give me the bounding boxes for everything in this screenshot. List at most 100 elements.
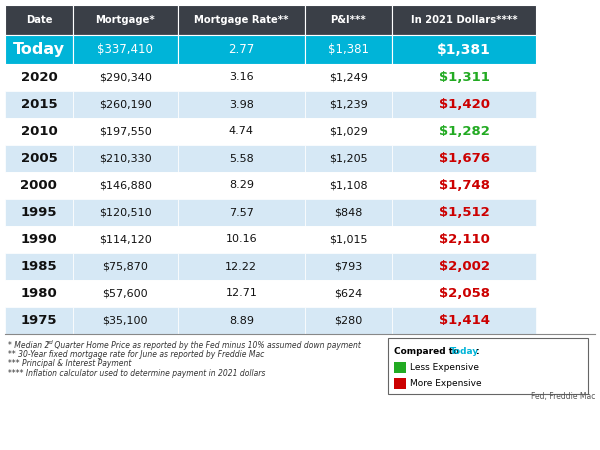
Text: 5.58: 5.58 <box>229 153 254 163</box>
Bar <box>5 280 73 307</box>
Text: $1,029: $1,029 <box>329 126 368 136</box>
Bar <box>5 35 73 64</box>
Bar <box>5 307 73 334</box>
Bar <box>178 253 305 280</box>
Bar <box>178 199 305 226</box>
Text: $1,015: $1,015 <box>329 234 368 244</box>
Bar <box>305 226 392 253</box>
Text: Fed, Freddie Mac: Fed, Freddie Mac <box>530 392 595 400</box>
Text: $260,190: $260,190 <box>99 99 152 109</box>
Bar <box>178 118 305 145</box>
Text: $35,100: $35,100 <box>103 315 148 325</box>
Bar <box>388 338 588 394</box>
Text: 12.71: 12.71 <box>226 288 257 298</box>
Text: 2015: 2015 <box>20 98 57 111</box>
Text: $1,414: $1,414 <box>439 314 490 327</box>
Text: $197,550: $197,550 <box>99 126 152 136</box>
Text: $1,205: $1,205 <box>329 153 368 163</box>
Text: Today: Today <box>450 346 479 356</box>
Bar <box>392 118 536 145</box>
Bar <box>392 5 536 35</box>
Bar <box>5 199 73 226</box>
Text: 1985: 1985 <box>20 260 57 273</box>
Text: *** Principal & Interest Payment: *** Principal & Interest Payment <box>8 360 131 369</box>
Bar <box>392 35 536 64</box>
Bar <box>5 145 73 172</box>
Bar <box>305 199 392 226</box>
Text: $1,381: $1,381 <box>328 43 369 56</box>
Bar <box>73 172 178 199</box>
Bar <box>392 280 536 307</box>
Text: $1,420: $1,420 <box>439 98 490 111</box>
Text: Quarter Home Price as reported by the Fed minus 10% assumed down payment: Quarter Home Price as reported by the Fe… <box>52 341 361 350</box>
Text: nd: nd <box>47 340 53 345</box>
Text: $624: $624 <box>334 288 362 298</box>
Text: Compared to: Compared to <box>394 346 463 356</box>
Bar <box>73 253 178 280</box>
Bar <box>178 280 305 307</box>
Bar <box>73 35 178 64</box>
Text: More Expensive: More Expensive <box>410 379 482 388</box>
Text: 8.89: 8.89 <box>229 315 254 325</box>
Text: P&I***: P&I*** <box>331 15 366 25</box>
Bar <box>5 5 73 35</box>
Text: Mortgage Rate**: Mortgage Rate** <box>194 15 289 25</box>
Text: :: : <box>476 346 479 356</box>
Text: **** Inflation calculator used to determine payment in 2021 dollars: **** Inflation calculator used to determ… <box>8 369 265 378</box>
Text: $57,600: $57,600 <box>103 288 148 298</box>
Bar <box>305 5 392 35</box>
Text: $1,311: $1,311 <box>439 71 490 84</box>
Text: $1,282: $1,282 <box>439 125 490 138</box>
Text: $1,249: $1,249 <box>329 72 368 82</box>
Text: 1995: 1995 <box>20 206 57 219</box>
Bar <box>178 145 305 172</box>
Text: $1,512: $1,512 <box>439 206 490 219</box>
Bar <box>305 280 392 307</box>
Text: $337,410: $337,410 <box>97 43 153 56</box>
Text: $146,880: $146,880 <box>99 180 152 190</box>
Bar <box>5 91 73 118</box>
Text: 2005: 2005 <box>20 152 58 165</box>
Text: $793: $793 <box>334 261 362 271</box>
Text: 7.57: 7.57 <box>229 207 254 217</box>
Text: $1,676: $1,676 <box>439 152 490 165</box>
Bar <box>178 172 305 199</box>
Bar <box>305 172 392 199</box>
Bar <box>394 378 406 389</box>
Text: 12.22: 12.22 <box>225 261 257 271</box>
Bar <box>73 64 178 91</box>
Text: $848: $848 <box>334 207 362 217</box>
Bar <box>392 199 536 226</box>
Text: 1980: 1980 <box>20 287 58 300</box>
Text: $2,058: $2,058 <box>439 287 490 300</box>
Bar <box>392 226 536 253</box>
Bar <box>5 172 73 199</box>
Bar <box>305 253 392 280</box>
Text: 1975: 1975 <box>20 314 57 327</box>
Bar <box>305 118 392 145</box>
Bar <box>5 226 73 253</box>
Text: 2000: 2000 <box>20 179 58 192</box>
Text: Mortgage*: Mortgage* <box>95 15 155 25</box>
Bar <box>392 172 536 199</box>
Text: 2.77: 2.77 <box>228 43 254 56</box>
Text: 2010: 2010 <box>20 125 58 138</box>
Text: $2,110: $2,110 <box>439 233 490 246</box>
Text: Today: Today <box>13 42 65 57</box>
Bar <box>73 199 178 226</box>
Bar <box>73 226 178 253</box>
Text: 4.74: 4.74 <box>229 126 254 136</box>
Text: Less Expensive: Less Expensive <box>410 363 479 372</box>
Bar <box>305 307 392 334</box>
Bar <box>73 5 178 35</box>
Bar <box>178 64 305 91</box>
Bar <box>5 64 73 91</box>
Bar <box>178 5 305 35</box>
Bar <box>178 91 305 118</box>
Text: 3.98: 3.98 <box>229 99 254 109</box>
Text: 3.16: 3.16 <box>229 72 254 82</box>
Bar <box>73 280 178 307</box>
Bar <box>73 118 178 145</box>
Bar <box>394 362 406 373</box>
Text: $290,340: $290,340 <box>99 72 152 82</box>
